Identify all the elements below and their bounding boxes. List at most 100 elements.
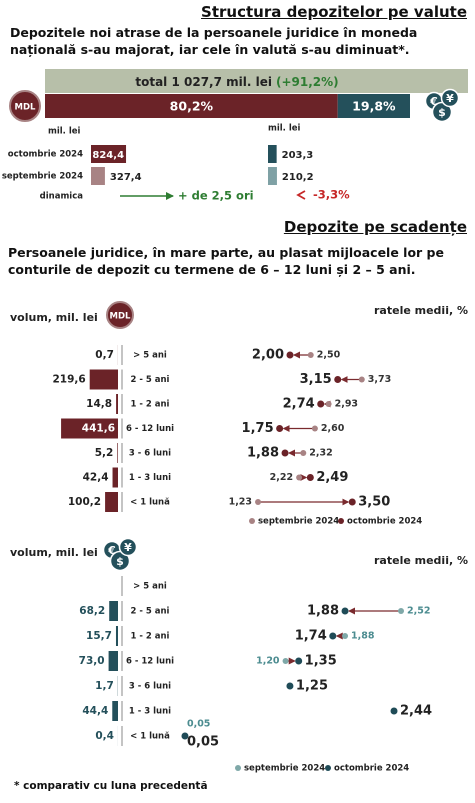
volume-label: 100,2 xyxy=(68,496,101,508)
row-label: 2 - 5 ani xyxy=(131,607,170,617)
rate-dot xyxy=(325,401,332,407)
rate-label: 1,88 xyxy=(307,604,339,619)
rate-label: 2,00 xyxy=(252,348,284,363)
rate-label: 2,49 xyxy=(316,470,348,485)
row-label: octombrie 2024 xyxy=(8,150,83,160)
mdl-icon xyxy=(9,90,41,122)
row-label: 6 - 12 luni xyxy=(126,657,174,667)
rate-dot xyxy=(296,474,303,481)
volume-bar xyxy=(112,467,118,488)
volume-bar xyxy=(91,167,105,185)
rate-label: 3,15 xyxy=(300,372,332,387)
value-label: 210,2 xyxy=(282,172,314,183)
volume-bar xyxy=(105,492,118,512)
row-label: 3 - 6 luni xyxy=(129,449,171,459)
fx-icon-text: € xyxy=(429,95,438,108)
rate-dot xyxy=(255,499,262,505)
value-label: 824,4 xyxy=(92,150,124,161)
dynamics-arrow xyxy=(296,190,306,200)
volume-axis-label: volum, mil. lei xyxy=(10,311,98,324)
volume-bar xyxy=(108,651,118,671)
row-label: 2 - 5 ani xyxy=(131,375,170,385)
mdl-icon-text: MDL xyxy=(15,103,37,113)
fx-icon-text: ¥ xyxy=(124,541,132,554)
rate-label: 1,88 xyxy=(351,631,375,642)
rate-dot xyxy=(329,632,337,640)
row-label: > 5 ani xyxy=(133,351,167,361)
legend-dot xyxy=(325,765,331,771)
unit-label: mil. lei xyxy=(48,127,81,137)
volume-bar xyxy=(91,145,127,163)
section-subtitle: Persoanele juridice, în mare parte, au p… xyxy=(8,245,444,277)
volume-label: 441,6 xyxy=(82,423,115,435)
rate-label: 0,05 xyxy=(187,719,210,730)
volume-label: 14,8 xyxy=(86,398,112,410)
volume-label: 219,6 xyxy=(52,374,85,386)
section-title: Depozite pe scadențe xyxy=(283,218,467,236)
row-label: 3 - 6 luni xyxy=(129,682,171,692)
row-label: 1 - 3 luni xyxy=(129,707,171,717)
section-subtitle: Depozitele noi atrase de la persoanele j… xyxy=(10,25,418,57)
volume-label: 42,4 xyxy=(83,472,109,484)
mdl-icon xyxy=(106,301,134,329)
fx-icon-text: € xyxy=(107,544,116,557)
rate-dot xyxy=(398,608,405,614)
volume-bar xyxy=(268,167,277,185)
row-label: < 1 lună xyxy=(130,732,170,742)
legend-label: octombrie 2024 xyxy=(334,764,409,774)
rate-label: 1,75 xyxy=(242,421,274,436)
volume-bar xyxy=(112,701,118,721)
rate-label: 1,20 xyxy=(256,656,280,667)
legend-dot xyxy=(338,518,344,524)
row-label: 1 - 3 luni xyxy=(129,473,171,483)
rate-dot xyxy=(311,425,318,432)
rate-label: 2,74 xyxy=(283,397,315,412)
share-label: 80,2% xyxy=(170,99,214,114)
total-bar xyxy=(45,69,468,93)
rate-dot xyxy=(306,474,314,481)
legend-label: septembrie 2024 xyxy=(244,764,325,774)
row-label: 6 - 12 luni xyxy=(126,424,174,434)
volume-bar xyxy=(115,626,118,646)
rate-dot xyxy=(307,352,314,358)
volume-label: 0,7 xyxy=(95,349,114,361)
unit-label: mil. lei xyxy=(268,124,301,134)
volume-label: 1,7 xyxy=(95,680,114,692)
fx-icon xyxy=(118,537,138,557)
rate-dot xyxy=(286,682,294,690)
total-change: (+91,2%) xyxy=(276,75,339,89)
section-title: Structura depozitelor pe valute xyxy=(201,3,467,21)
volume-bar xyxy=(61,418,118,439)
volume-label: 0,4 xyxy=(95,730,114,742)
rate-dot xyxy=(181,732,189,740)
rate-dot xyxy=(300,450,307,456)
rate-label: 0,05 xyxy=(187,735,219,750)
legend-label: octombrie 2024 xyxy=(347,517,422,527)
rate-label: 1,88 xyxy=(247,446,279,461)
rate-axis-label: ratele medii, % xyxy=(374,554,468,567)
rate-label: 2,52 xyxy=(407,606,430,617)
rate-label: 3,73 xyxy=(368,374,391,385)
rate-dot xyxy=(348,498,356,506)
share-label: 19,8% xyxy=(352,99,396,114)
footnote: * comparativ cu luna precedentă xyxy=(14,780,208,792)
volume-bar xyxy=(109,601,118,621)
rate-dot xyxy=(341,607,349,615)
dynamics-label: dinamica xyxy=(40,192,84,202)
volume-label: 15,7 xyxy=(86,630,112,642)
volume-label: 73,0 xyxy=(79,655,105,667)
rate-label: 1,25 xyxy=(296,679,328,694)
rate-dot xyxy=(295,657,303,665)
volume-bar xyxy=(116,394,118,414)
fx-icon-text: $ xyxy=(116,555,124,568)
rate-dot xyxy=(358,376,365,383)
fx-icon-text: ¥ xyxy=(446,92,454,105)
total-label: total 1 027,7 mil. lei (+91,2%) xyxy=(135,75,338,89)
volume-bar xyxy=(268,145,277,163)
volume-label: 5,2 xyxy=(95,447,114,459)
rate-label: 2,93 xyxy=(335,399,358,410)
rate-dot xyxy=(342,633,349,639)
row-label: > 5 ani xyxy=(133,582,167,592)
